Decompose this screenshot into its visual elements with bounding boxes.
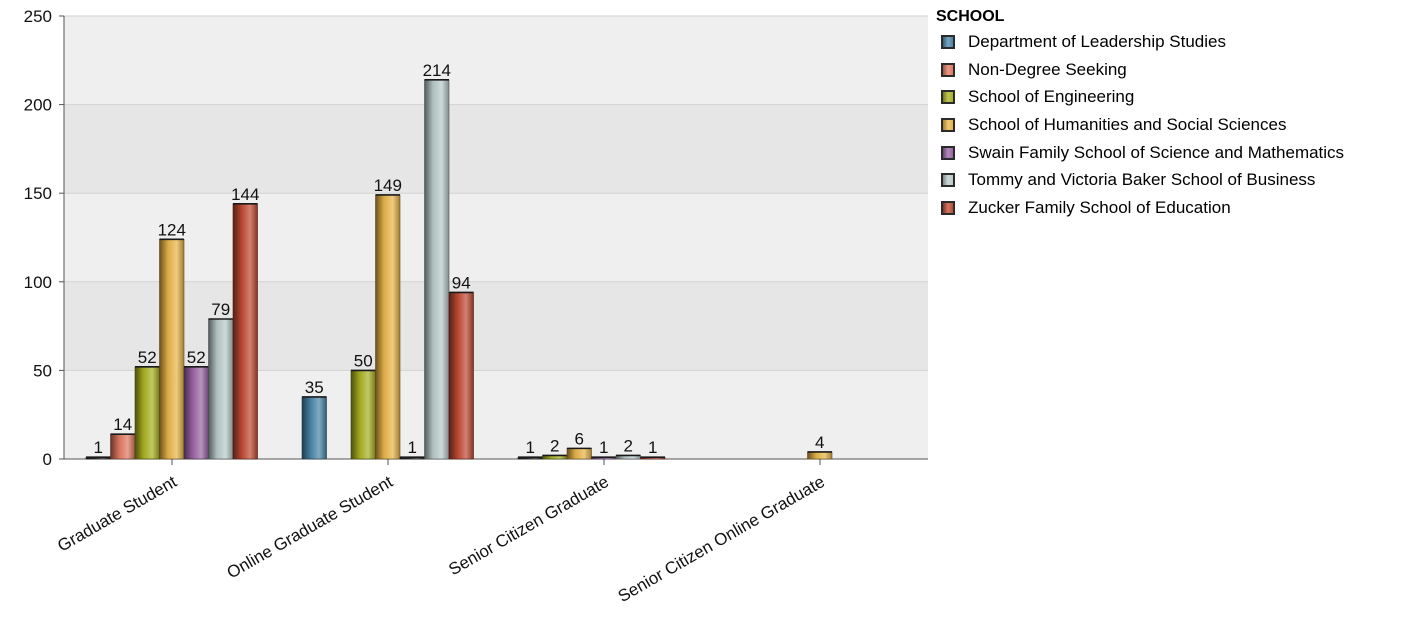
bar xyxy=(232,203,258,460)
y-tick-label: 100 xyxy=(24,273,52,292)
bar xyxy=(208,318,234,460)
legend-swatch xyxy=(941,173,955,188)
bar-value-label: 2 xyxy=(624,436,633,455)
bar xyxy=(110,433,136,460)
bar-value-label: 1 xyxy=(94,438,103,457)
bar-value-label: 1 xyxy=(408,438,417,457)
bar-value-label: 35 xyxy=(305,378,324,397)
plot-band xyxy=(64,281,928,371)
legend: SCHOOL Department of Leadership Studies N… xyxy=(936,8,1344,222)
y-tick-label: 150 xyxy=(24,184,52,203)
legend-swatch xyxy=(941,117,955,132)
legend-swatch xyxy=(941,34,955,49)
bar-value-label: 124 xyxy=(158,220,186,239)
bar xyxy=(183,366,209,460)
legend-title: SCHOOL xyxy=(936,8,1005,25)
legend-swatch xyxy=(941,145,955,160)
legend-item: Non-Degree Seeking xyxy=(936,56,1344,84)
legend-item: Swain Family School of Science and Mathe… xyxy=(936,139,1344,167)
legend-item: School of Engineering xyxy=(936,83,1344,111)
bar-value-label: 2 xyxy=(550,436,559,455)
bar-value-label: 1 xyxy=(599,438,608,457)
bar-value-label: 144 xyxy=(231,185,259,204)
bar xyxy=(375,194,401,460)
legend-label: Non-Degree Seeking xyxy=(968,59,1127,79)
bar xyxy=(807,451,833,460)
bar xyxy=(134,366,160,460)
bar-value-label: 1 xyxy=(526,438,535,457)
plot-band xyxy=(64,193,928,282)
bar xyxy=(350,370,376,460)
legend-swatch xyxy=(941,200,955,215)
legend-swatch xyxy=(941,90,955,105)
bar-value-label: 214 xyxy=(423,61,451,80)
legend-label: Zucker Family School of Education xyxy=(968,197,1231,217)
x-tick-label: Senior Citizen Online Graduate xyxy=(615,472,828,606)
y-tick-label: 250 xyxy=(24,7,52,26)
bar-value-label: 79 xyxy=(211,300,230,319)
bar-value-label: 52 xyxy=(138,348,157,367)
bar-value-label: 14 xyxy=(113,415,132,434)
bar-value-label: 6 xyxy=(575,429,584,448)
bar xyxy=(448,292,474,460)
legend-label: Swain Family School of Science and Mathe… xyxy=(968,142,1345,162)
bar-value-label: 52 xyxy=(187,348,206,367)
y-tick-label: 200 xyxy=(24,96,52,115)
legend-swatch xyxy=(941,62,955,77)
x-tick-label: Graduate Student xyxy=(54,472,180,556)
x-tick-label: Senior Citizen Graduate xyxy=(445,472,612,579)
plot-band xyxy=(64,16,928,105)
x-tick-label: Online Graduate Student xyxy=(224,472,397,583)
legend-label: Tommy and Victoria Baker School of Busin… xyxy=(968,170,1316,190)
legend-label: School of Humanities and Social Sciences xyxy=(968,114,1287,134)
bar xyxy=(566,448,592,460)
legend-label: Department of Leadership Studies xyxy=(968,31,1226,51)
legend-item: School of Humanities and Social Sciences xyxy=(936,111,1344,139)
bar xyxy=(301,396,327,460)
plot-band xyxy=(64,104,928,194)
legend-item: Tommy and Victoria Baker School of Busin… xyxy=(936,166,1344,194)
bar xyxy=(159,238,185,460)
legend-label: School of Engineering xyxy=(968,87,1135,107)
bar-value-label: 4 xyxy=(815,433,824,452)
y-tick-label: 50 xyxy=(33,361,52,380)
bar-value-label: 149 xyxy=(374,176,402,195)
bar-value-label: 1 xyxy=(648,438,657,457)
bar xyxy=(424,79,450,460)
legend-item: Zucker Family School of Education xyxy=(936,194,1344,222)
legend-item: Department of Leadership Studies xyxy=(936,28,1344,56)
bar-value-label: 94 xyxy=(452,273,471,292)
bar-value-label: 50 xyxy=(354,351,373,370)
y-tick-label: 0 xyxy=(43,450,52,469)
